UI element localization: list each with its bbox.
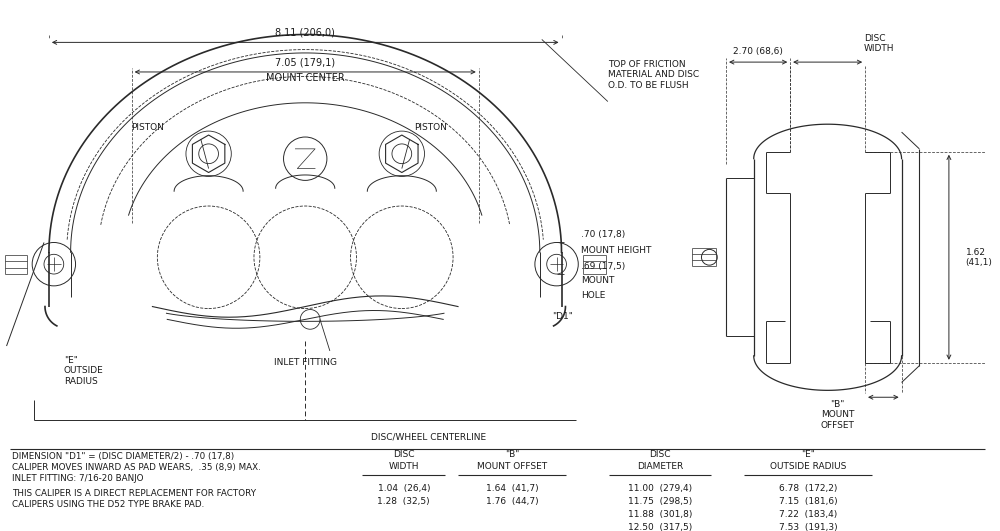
Text: .70 (17,8): .70 (17,8): [581, 230, 625, 239]
Text: 2.70 (68,6): 2.70 (68,6): [733, 47, 783, 56]
Text: MOUNT HEIGHT: MOUNT HEIGHT: [581, 246, 652, 255]
Text: DISC: DISC: [649, 450, 671, 459]
Text: DISC/WHEEL CENTERLINE: DISC/WHEEL CENTERLINE: [371, 432, 486, 441]
Text: 6.78  (172,2): 6.78 (172,2): [779, 484, 837, 493]
Text: 7.15  (181,6): 7.15 (181,6): [779, 497, 837, 506]
Text: MOUNT OFFSET: MOUNT OFFSET: [477, 462, 547, 471]
Text: 11.00  (279,4): 11.00 (279,4): [628, 484, 692, 493]
Text: HOLE: HOLE: [581, 291, 606, 300]
Text: "B": "B": [505, 450, 519, 459]
Text: "D1": "D1": [552, 312, 573, 321]
Text: 12.50  (317,5): 12.50 (317,5): [628, 523, 692, 531]
Text: "B"
MOUNT
OFFSET: "B" MOUNT OFFSET: [821, 400, 854, 430]
Text: INLET FITTING: INLET FITTING: [274, 358, 337, 367]
Text: "E"
OUTSIDE
RADIUS: "E" OUTSIDE RADIUS: [64, 356, 103, 386]
Text: WIDTH: WIDTH: [389, 462, 419, 471]
Text: 1.04  (26,4): 1.04 (26,4): [378, 484, 430, 493]
Text: 1.62
(41,1): 1.62 (41,1): [966, 247, 993, 267]
Text: 8.11 (206,0): 8.11 (206,0): [275, 28, 335, 38]
Text: THIS CALIPER IS A DIRECT REPLACEMENT FOR FACTORY: THIS CALIPER IS A DIRECT REPLACEMENT FOR…: [12, 490, 257, 499]
Text: MOUNT: MOUNT: [581, 277, 615, 286]
Text: 1.76  (44,7): 1.76 (44,7): [486, 497, 539, 506]
Text: "E": "E": [801, 450, 815, 459]
Text: DISC
WIDTH: DISC WIDTH: [864, 33, 895, 53]
Text: 7.53  (191,3): 7.53 (191,3): [779, 523, 837, 531]
Text: .69 (17,5): .69 (17,5): [581, 262, 625, 271]
Text: OUTSIDE RADIUS: OUTSIDE RADIUS: [770, 462, 846, 471]
Text: DISC: DISC: [393, 450, 415, 459]
Text: 1.28  (32,5): 1.28 (32,5): [377, 497, 430, 506]
Text: PISTON: PISTON: [414, 123, 447, 132]
Text: 11.88  (301,8): 11.88 (301,8): [628, 510, 692, 519]
Text: CALIPERS USING THE D52 TYPE BRAKE PAD.: CALIPERS USING THE D52 TYPE BRAKE PAD.: [12, 500, 205, 509]
Text: 7.22  (183,4): 7.22 (183,4): [779, 510, 837, 519]
Text: MOUNT CENTER: MOUNT CENTER: [266, 73, 345, 83]
Text: 1.64  (41,7): 1.64 (41,7): [486, 484, 539, 493]
Text: INLET FITTING: 7/16-20 BANJO: INLET FITTING: 7/16-20 BANJO: [12, 474, 144, 483]
Text: 11.75  (298,5): 11.75 (298,5): [628, 497, 692, 506]
Text: PISTON: PISTON: [131, 123, 164, 132]
Text: CALIPER MOVES INWARD AS PAD WEARS,  .35 (8,9) MAX.: CALIPER MOVES INWARD AS PAD WEARS, .35 (…: [12, 463, 261, 472]
Text: DIMENSION "D1" = (DISC DIAMETER/2) - .70 (17,8): DIMENSION "D1" = (DISC DIAMETER/2) - .70…: [12, 452, 235, 461]
Text: DIAMETER: DIAMETER: [637, 462, 683, 471]
Text: TOP OF FRICTION
MATERIAL AND DISC
O.D. TO BE FLUSH: TOP OF FRICTION MATERIAL AND DISC O.D. T…: [608, 60, 699, 90]
Text: 7.05 (179,1): 7.05 (179,1): [275, 57, 335, 67]
